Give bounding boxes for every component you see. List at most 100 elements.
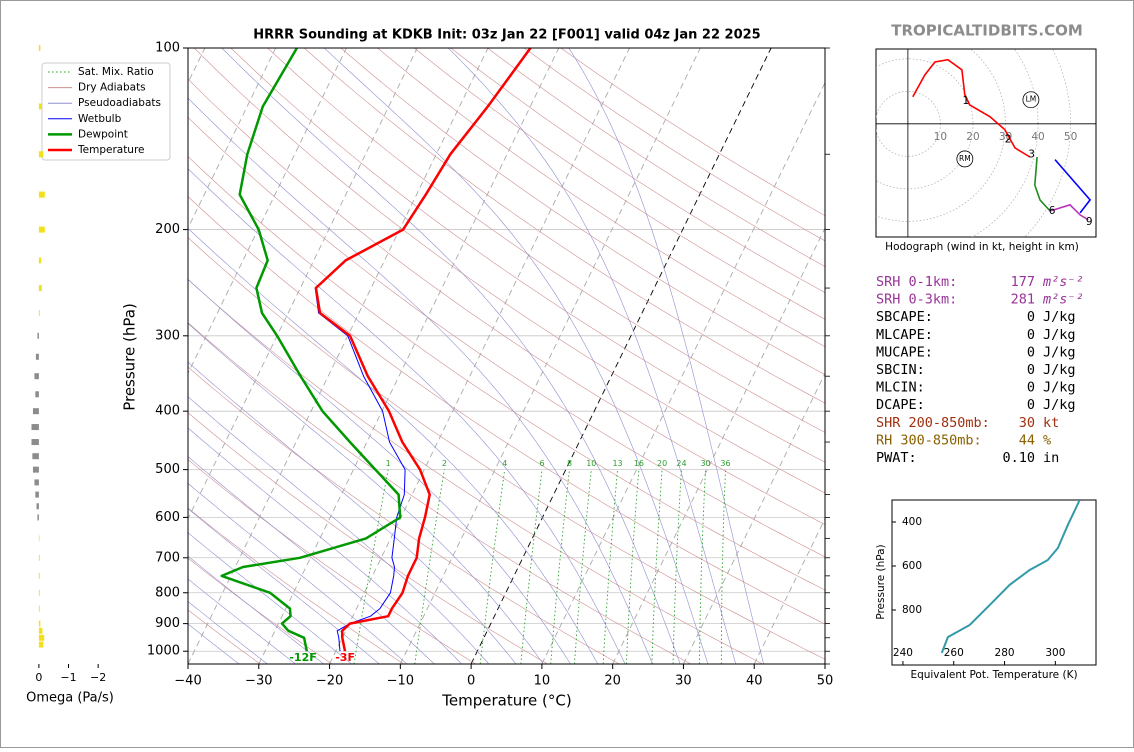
hodo-ring-label: 20 <box>966 131 979 143</box>
chart-title: HRRR Sounding at KDKB Init: 03z Jan 22 [… <box>253 28 760 43</box>
param-value: 44 <box>1019 432 1035 448</box>
omega-bar <box>39 257 41 263</box>
omega-bar <box>37 514 38 520</box>
omega-bar <box>33 408 39 414</box>
omega-bar <box>31 424 38 430</box>
param-unit: kt <box>1043 415 1059 431</box>
omega-bar <box>37 333 38 339</box>
hodo-ring-label: 50 <box>1064 131 1077 143</box>
omega-bar <box>35 492 39 498</box>
omega-bar <box>39 555 40 561</box>
y-tick-label: 200 <box>155 222 180 237</box>
param-unit: J/kg <box>1043 327 1076 343</box>
omega-bar <box>39 192 45 198</box>
theta-y-label: Pressure (hPa) <box>875 544 887 619</box>
param-value: 0 <box>1027 327 1035 343</box>
hodo-height-label: 6 <box>1049 205 1056 217</box>
x-tick-label: 0 <box>467 674 475 689</box>
theta-y-tick-label: 600 <box>902 560 922 572</box>
x-tick-label: 10 <box>534 674 551 689</box>
omega-bar <box>39 151 43 157</box>
theta-x-label: Equivalent Pot. Temperature (K) <box>910 669 1077 681</box>
mixing-ratio-label: 36 <box>720 459 730 468</box>
param-unit: m²s⁻² <box>1042 292 1084 308</box>
param-unit: J/kg <box>1043 344 1076 360</box>
hodo-height-label: 1 <box>962 95 969 107</box>
omega-bar <box>35 391 39 397</box>
legend-label: Sat. Mix. Ratio <box>78 66 154 78</box>
y-tick-label: 400 <box>155 404 180 419</box>
y-axis-label: Pressure (hPa) <box>121 303 139 411</box>
omega-axis-label: Omega (Pa/s) <box>26 691 114 706</box>
param-value: 0 <box>1027 397 1035 413</box>
surface-temp-label: -12F <box>289 651 316 664</box>
param-unit: m²s⁻² <box>1042 274 1084 290</box>
y-tick-label: 300 <box>155 328 180 343</box>
omega-tick-label: −2 <box>90 671 106 684</box>
omega-bar <box>36 354 39 360</box>
x-tick-label: 30 <box>675 674 692 689</box>
param-value: 0 <box>1027 362 1035 378</box>
x-tick-label: −30 <box>245 674 272 689</box>
param-unit: % <box>1043 432 1051 448</box>
legend-label: Dewpoint <box>78 128 128 140</box>
theta-x-tick-label: 280 <box>995 647 1015 659</box>
y-tick-label: 500 <box>155 462 180 477</box>
y-tick-label: 900 <box>155 616 180 631</box>
param-label: SRH 0-3km: <box>876 292 957 308</box>
mixing-ratio-label: 13 <box>612 459 622 468</box>
y-tick-label: 700 <box>155 550 180 565</box>
param-value: 0 <box>1027 380 1035 396</box>
mixing-ratio-label: 4 <box>502 459 507 468</box>
param-value: 281 <box>1011 292 1035 308</box>
mixing-ratio-label: 20 <box>657 459 667 468</box>
omega-bar <box>39 628 43 634</box>
x-tick-label: −10 <box>387 674 414 689</box>
param-value: 0 <box>1027 309 1035 325</box>
omega-bar <box>39 642 43 648</box>
hodo-height-label: 3 <box>1028 149 1035 161</box>
omega-bar <box>39 621 40 627</box>
param-label: SBCIN: <box>876 362 925 378</box>
param-label: SHR 200-850mb: <box>876 415 990 431</box>
omega-bar <box>37 503 39 509</box>
mixing-ratio-label: 30 <box>700 459 710 468</box>
param-value: 177 <box>1011 274 1035 290</box>
omega-tick-label: 0 <box>35 671 42 684</box>
theta-x-tick-label: 260 <box>944 647 964 659</box>
param-label: PWAT: <box>876 450 917 466</box>
param-label: MUCAPE: <box>876 344 933 360</box>
y-tick-label: 800 <box>155 585 180 600</box>
param-unit: J/kg <box>1043 309 1076 325</box>
theta-x-tick-label: 240 <box>893 647 913 659</box>
mixing-ratio-label: 8 <box>567 459 572 468</box>
mixing-ratio-label: 2 <box>442 459 447 468</box>
surface-temp-label: -3F <box>335 651 355 664</box>
param-label: SRH 0-1km: <box>876 274 957 290</box>
mixing-ratio-label: 10 <box>586 459 596 468</box>
y-tick-label: 100 <box>155 41 180 56</box>
x-tick-label: −20 <box>316 674 343 689</box>
omega-bar <box>34 479 38 485</box>
mixing-ratio-label: 1 <box>386 459 391 468</box>
param-value: 30 <box>1019 415 1035 431</box>
mixing-ratio-label: 16 <box>634 459 644 468</box>
param-unit: J/kg <box>1043 397 1076 413</box>
hodograph-caption: Hodograph (wind in kt, height in km) <box>885 241 1079 253</box>
legend-label: Pseudoadiabats <box>78 97 161 109</box>
param-label: DCAPE: <box>876 397 925 413</box>
omega-bar <box>39 227 45 233</box>
omega-bar <box>39 103 42 109</box>
legend-label: Wetbulb <box>78 113 122 125</box>
site-watermark: TROPICALTIDBITS.COM <box>891 22 1083 40</box>
storm-motion-label: LM <box>1026 95 1037 104</box>
omega-bar <box>39 606 40 612</box>
param-unit: J/kg <box>1043 380 1076 396</box>
omega-bar <box>32 453 39 459</box>
x-axis-label: Temperature (°C) <box>441 692 571 710</box>
param-unit: J/kg <box>1043 362 1076 378</box>
omega-tick-label: −1 <box>60 671 76 684</box>
param-value: 0.10 <box>1002 450 1035 466</box>
theta-y-tick-label: 800 <box>902 604 922 616</box>
